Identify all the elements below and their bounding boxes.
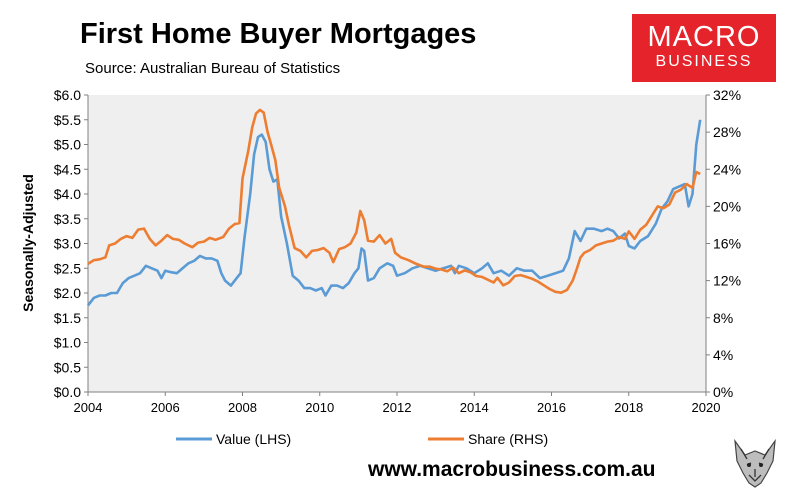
y-right-tick-label: 28% <box>713 124 741 140</box>
x-tick-label: 2018 <box>614 400 643 415</box>
x-tick-label: 2020 <box>692 400 721 415</box>
y-left-tick-label: $3.0 <box>54 236 81 252</box>
y-right-tick-label: 24% <box>713 161 741 177</box>
legend-label: Share (RHS) <box>468 431 548 447</box>
chart-source: Source: Australian Bureau of Statistics <box>85 60 341 77</box>
series-line-share <box>87 108 701 294</box>
y-left-tick-label: $5.5 <box>54 112 81 128</box>
y-right-tick-label: 4% <box>713 347 733 363</box>
y-left-tick-label: $2.5 <box>54 260 81 276</box>
axes: $0.0 $0.5 $1.0 $1.5 $2.0 $2.5 $3.0 $3.5 $4.0 $4.5… <box>54 87 741 415</box>
series-line-value <box>86 119 702 307</box>
y-left-tick-label: $0.5 <box>54 359 81 375</box>
y-left-tick-label: $4.5 <box>54 161 81 177</box>
x-tick-label: 2016 <box>537 400 566 415</box>
y-left-tick-label: $1.0 <box>54 335 81 351</box>
y-right-tick-label: 8% <box>713 310 733 326</box>
y-right-tick-label: 16% <box>713 236 741 252</box>
y-left-tick-label: $5.0 <box>54 137 81 153</box>
y-left-tick-label: $4.0 <box>54 186 81 202</box>
logo-line-macro: MACRO <box>647 21 761 53</box>
x-tick-label: 2004 <box>74 400 103 415</box>
x-tick-label: 2012 <box>383 400 412 415</box>
y-left-tick-label: $6.0 <box>54 87 81 103</box>
chart-title: First Home Buyer Mortgages <box>80 18 477 50</box>
legend: Value (LHS) Share (RHS) <box>176 431 548 447</box>
y-left-tick-label: $2.0 <box>54 285 81 301</box>
x-tick-label: 2008 <box>228 400 257 415</box>
x-tick-label: 2010 <box>305 400 334 415</box>
plot-area <box>88 95 706 392</box>
legend-label: Value (LHS) <box>216 431 291 447</box>
wolf-head-icon <box>727 435 783 491</box>
y-right-tick-label: 32% <box>713 87 741 103</box>
y-right-tick-label: 20% <box>713 198 741 214</box>
y-left-tick-label: $0.0 <box>54 384 81 400</box>
logo-line-business: BUSINESS <box>655 53 753 70</box>
y-axis-label: Seasonally-Adjusted <box>20 174 36 312</box>
footer-url[interactable]: www.macrobusiness.com.au <box>368 458 656 481</box>
y-right-tick-label: 0% <box>713 384 733 400</box>
x-tick-label: 2014 <box>460 400 489 415</box>
series-lines <box>86 108 702 307</box>
x-tick-label: 2006 <box>151 400 180 415</box>
y-right-tick-label: 12% <box>713 273 741 289</box>
y-left-tick-label: $3.5 <box>54 211 81 227</box>
y-left-tick-label: $1.5 <box>54 310 81 326</box>
macrobusiness-logo[interactable]: MACRO BUSINESS <box>632 14 776 82</box>
